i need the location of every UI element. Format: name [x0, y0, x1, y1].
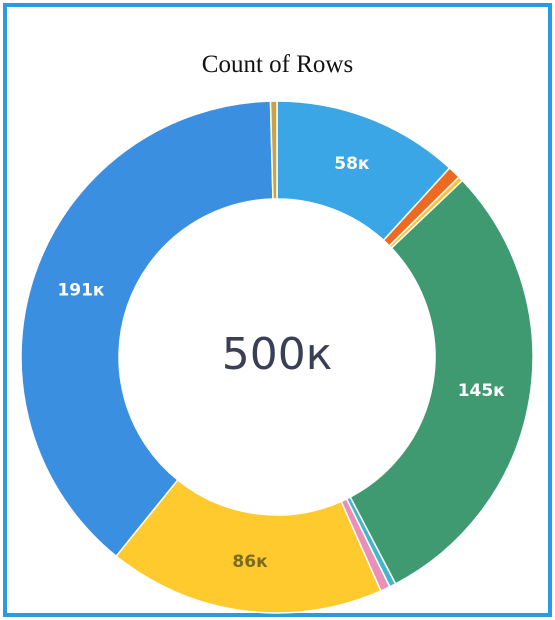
center-total-label: 500к — [222, 329, 333, 380]
donut-slice-7[interactable] — [20, 100, 274, 558]
donut-slice-labels: 58к 145к 86к 191к — [57, 154, 505, 572]
slice-label-3: 145к — [458, 381, 505, 401]
donut-slice-3[interactable] — [349, 179, 534, 585]
donut-slice-6[interactable] — [115, 478, 382, 614]
slice-label-7: 191к — [57, 281, 104, 301]
slice-label-6: 86к — [232, 552, 268, 572]
donut-slices — [20, 100, 534, 614]
donut-slice-8[interactable] — [269, 100, 278, 200]
slice-label-0: 58к — [334, 154, 370, 174]
chart-title: Count of Rows — [201, 51, 354, 78]
